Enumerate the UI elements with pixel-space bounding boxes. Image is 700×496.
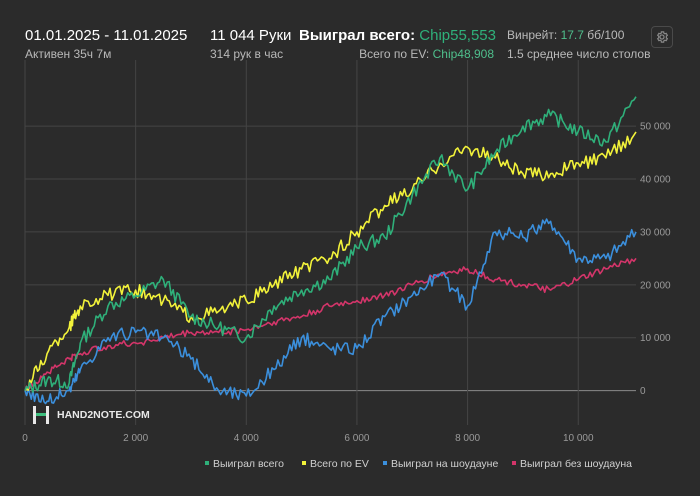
winrate-value: 17.7 xyxy=(560,28,584,42)
won-total: Выиграл всего: Chip55,553 xyxy=(299,27,496,44)
y-tick-label: 30 000 xyxy=(640,227,671,238)
legend-swatch xyxy=(383,461,387,465)
x-tick-label: 10 000 xyxy=(563,433,594,444)
x-tick-label: 0 xyxy=(22,433,28,444)
hand2note-logo-icon xyxy=(33,406,49,424)
legend-swatch xyxy=(205,461,209,465)
y-tick-label: 10 000 xyxy=(640,333,671,344)
logo-text: HAND2NOTE.COM xyxy=(57,409,150,421)
winrate-unit: бб/100 xyxy=(587,28,625,42)
avg-tables: 1.5 среднее число столов xyxy=(507,47,651,61)
y-axis: 0 10 000 20 000 30 000 40 000 50 000 xyxy=(640,122,671,397)
winrate: Винрейт: 17.7 бб/100 xyxy=(507,28,624,42)
series-line xyxy=(24,257,637,391)
series-line xyxy=(24,131,637,392)
chart-legend: Выиграл всего Всего по EV Выиграл на шоуда… xyxy=(205,458,632,470)
active-time: Активен 35ч 7м xyxy=(25,47,112,61)
legend-label[interactable]: Выиграл всего xyxy=(213,458,284,470)
chart-series xyxy=(24,96,637,405)
hand2note-logo: HAND2NOTE.COM xyxy=(33,406,150,424)
x-tick-label: 2 000 xyxy=(123,433,148,444)
y-tick-label: 0 xyxy=(640,386,646,397)
date-range: 01.01.2025 - 11.01.2025 xyxy=(25,27,188,44)
y-tick-label: 50 000 xyxy=(640,122,671,133)
winrate-label: Винрейт: xyxy=(507,28,558,42)
x-axis: 0 2 000 4 000 6 000 8 000 10 000 xyxy=(22,433,594,444)
ev-total-value: Chip48,908 xyxy=(432,47,494,61)
y-tick-label: 40 000 xyxy=(640,175,671,186)
x-tick-label: 6 000 xyxy=(344,433,369,444)
series-line xyxy=(24,218,637,405)
series-line xyxy=(24,96,637,393)
legend-swatch xyxy=(302,461,306,465)
won-total-value: Chip55,553 xyxy=(419,27,496,44)
ev-total: Всего по EV: Chip48,908 xyxy=(359,47,494,61)
settings-button[interactable] xyxy=(651,26,673,48)
hands-per-hour: 314 рук в час xyxy=(210,47,284,61)
x-tick-label: 4 000 xyxy=(234,433,259,444)
ev-total-label: Всего по EV: xyxy=(359,47,430,61)
gear-icon xyxy=(656,31,669,43)
x-tick-label: 8 000 xyxy=(455,433,480,444)
y-tick-label: 20 000 xyxy=(640,280,671,291)
legend-label[interactable]: Всего по EV xyxy=(310,458,369,470)
hands-count: 11 044 Руки xyxy=(210,27,292,44)
legend-label[interactable]: Выиграл на шоудауне xyxy=(391,458,498,470)
legend-swatch xyxy=(512,461,516,465)
legend-label[interactable]: Выиграл без шоудауна xyxy=(520,458,632,470)
won-total-label: Выиграл всего: xyxy=(299,27,416,44)
